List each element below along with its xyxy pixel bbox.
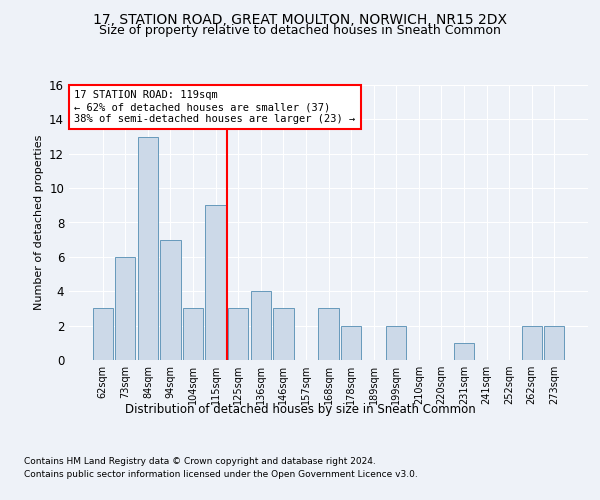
Bar: [273, 308, 293, 360]
Bar: [160, 240, 181, 360]
Bar: [92, 308, 113, 360]
Text: Contains HM Land Registry data © Crown copyright and database right 2024.: Contains HM Land Registry data © Crown c…: [24, 458, 376, 466]
Text: 17 STATION ROAD: 119sqm
← 62% of detached houses are smaller (37)
38% of semi-de: 17 STATION ROAD: 119sqm ← 62% of detache…: [74, 90, 355, 124]
Bar: [341, 326, 361, 360]
Bar: [183, 308, 203, 360]
Bar: [521, 326, 542, 360]
Bar: [138, 136, 158, 360]
Y-axis label: Number of detached properties: Number of detached properties: [34, 135, 44, 310]
Text: Distribution of detached houses by size in Sneath Common: Distribution of detached houses by size …: [125, 402, 475, 415]
Bar: [544, 326, 565, 360]
Text: 17, STATION ROAD, GREAT MOULTON, NORWICH, NR15 2DX: 17, STATION ROAD, GREAT MOULTON, NORWICH…: [93, 12, 507, 26]
Bar: [115, 257, 136, 360]
Bar: [228, 308, 248, 360]
Text: Contains public sector information licensed under the Open Government Licence v3: Contains public sector information licen…: [24, 470, 418, 479]
Text: Size of property relative to detached houses in Sneath Common: Size of property relative to detached ho…: [99, 24, 501, 37]
Bar: [251, 291, 271, 360]
Bar: [205, 206, 226, 360]
Bar: [319, 308, 338, 360]
Bar: [454, 343, 474, 360]
Bar: [386, 326, 406, 360]
